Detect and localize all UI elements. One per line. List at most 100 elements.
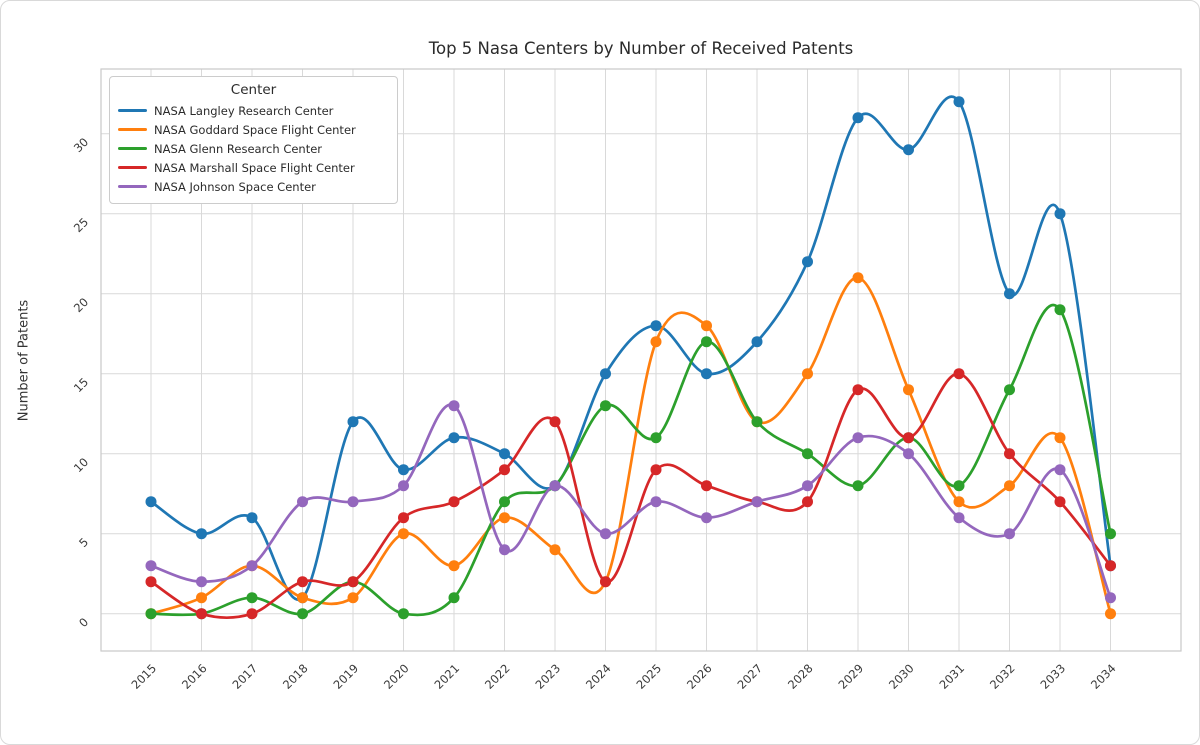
data-point-marker — [448, 432, 460, 444]
y-tick-label: 10 — [71, 455, 91, 475]
data-point-marker — [802, 256, 813, 268]
legend-line-swatch — [118, 166, 147, 169]
data-point-marker — [650, 320, 662, 332]
x-tick-label: 2034 — [1088, 661, 1119, 692]
x-tick-label: 2017 — [230, 661, 261, 692]
x-tick-label: 2028 — [785, 661, 816, 692]
data-point-marker — [852, 432, 864, 444]
data-point-marker — [600, 528, 611, 540]
data-point-marker — [297, 576, 308, 588]
legend-item-label: NASA Glenn Research Center — [154, 141, 323, 156]
x-tick-label: 2025 — [634, 661, 665, 692]
data-point-marker — [145, 496, 157, 508]
data-point-marker — [549, 480, 561, 492]
x-tick-label: 2024 — [583, 661, 614, 692]
data-point-marker — [145, 576, 157, 588]
data-point-marker — [1004, 288, 1015, 300]
data-point-marker — [802, 480, 813, 492]
data-point-marker — [1004, 448, 1015, 460]
data-point-marker — [246, 608, 258, 620]
y-tick-label: 0 — [76, 615, 91, 630]
legend-item: NASA Glenn Research Center — [118, 139, 389, 158]
data-point-marker — [499, 496, 510, 508]
data-point-marker — [1004, 480, 1015, 492]
series-line — [149, 276, 1112, 616]
legend-line-swatch — [118, 185, 147, 188]
data-point-marker — [196, 576, 207, 588]
data-point-marker — [297, 608, 308, 620]
data-point-marker — [448, 496, 460, 508]
data-point-marker — [145, 608, 157, 620]
data-point-marker — [347, 592, 359, 604]
data-point-marker — [297, 592, 308, 604]
data-point-marker — [650, 496, 662, 508]
legend-line-swatch — [118, 109, 147, 112]
data-point-marker — [751, 496, 763, 508]
data-point-marker — [549, 416, 561, 428]
data-point-marker — [347, 496, 359, 508]
legend-item-label: NASA Johnson Space Center — [154, 179, 316, 194]
data-point-marker — [953, 496, 965, 508]
x-tick-label: 2021 — [432, 661, 463, 692]
legend-items: NASA Langley Research Center NASA Goddard… — [118, 101, 389, 196]
data-point-marker — [1004, 528, 1015, 540]
y-tick-label: 15 — [71, 375, 91, 395]
data-point-marker — [398, 608, 409, 620]
data-point-marker — [145, 560, 157, 572]
data-point-marker — [246, 592, 258, 604]
x-tick-label: 2020 — [381, 661, 412, 692]
data-point-marker — [246, 560, 258, 572]
x-tick-label: 2019 — [331, 661, 362, 692]
x-tick-label: 2026 — [684, 661, 715, 692]
data-point-marker — [903, 144, 914, 156]
x-tick-label: 2016 — [179, 661, 210, 692]
data-point-marker — [398, 512, 409, 524]
y-tick-label: 5 — [76, 535, 91, 550]
data-point-marker — [852, 384, 864, 396]
data-point-marker — [448, 560, 460, 572]
x-tick-label: 2022 — [482, 661, 513, 692]
data-point-marker — [802, 496, 813, 508]
data-point-marker — [398, 480, 409, 492]
data-point-marker — [1054, 464, 1066, 476]
data-point-marker — [701, 320, 712, 332]
data-point-marker — [448, 400, 460, 412]
data-point-marker — [953, 512, 965, 524]
x-tick-label: 2023 — [533, 661, 564, 692]
x-tick-label: 2033 — [1038, 661, 1069, 692]
data-point-marker — [196, 528, 207, 540]
data-point-marker — [852, 112, 864, 124]
legend-line-swatch — [118, 147, 147, 150]
data-point-marker — [1054, 496, 1066, 508]
data-point-marker — [701, 480, 712, 492]
x-tick-label: 2029 — [836, 661, 867, 692]
data-point-marker — [751, 336, 763, 348]
legend-item: NASA Johnson Space Center — [118, 177, 389, 196]
x-tick-label: 2032 — [987, 661, 1018, 692]
x-tick-label: 2018 — [280, 661, 311, 692]
data-point-marker — [600, 576, 611, 588]
legend-item: NASA Marshall Space Flight Center — [118, 158, 389, 177]
data-point-marker — [852, 480, 864, 492]
data-point-marker — [650, 432, 662, 444]
data-point-marker — [398, 528, 409, 540]
data-point-marker — [1105, 592, 1116, 604]
plot-border — [100, 68, 1182, 652]
data-point-marker — [953, 368, 965, 380]
data-point-marker — [1054, 432, 1066, 444]
y-axis-label: Number of Patents — [16, 299, 32, 422]
data-point-marker — [903, 448, 914, 460]
x-tick-label: 2030 — [886, 661, 917, 692]
data-point-marker — [347, 416, 359, 428]
x-tick-label: 2027 — [735, 661, 766, 692]
data-point-marker — [196, 608, 207, 620]
data-point-marker — [852, 272, 864, 284]
legend-line-swatch — [118, 128, 147, 131]
data-point-marker — [196, 592, 207, 604]
data-point-marker — [499, 448, 510, 460]
data-point-marker — [448, 592, 460, 604]
data-point-marker — [701, 336, 712, 348]
data-point-marker — [953, 480, 965, 492]
data-point-marker — [903, 384, 914, 396]
